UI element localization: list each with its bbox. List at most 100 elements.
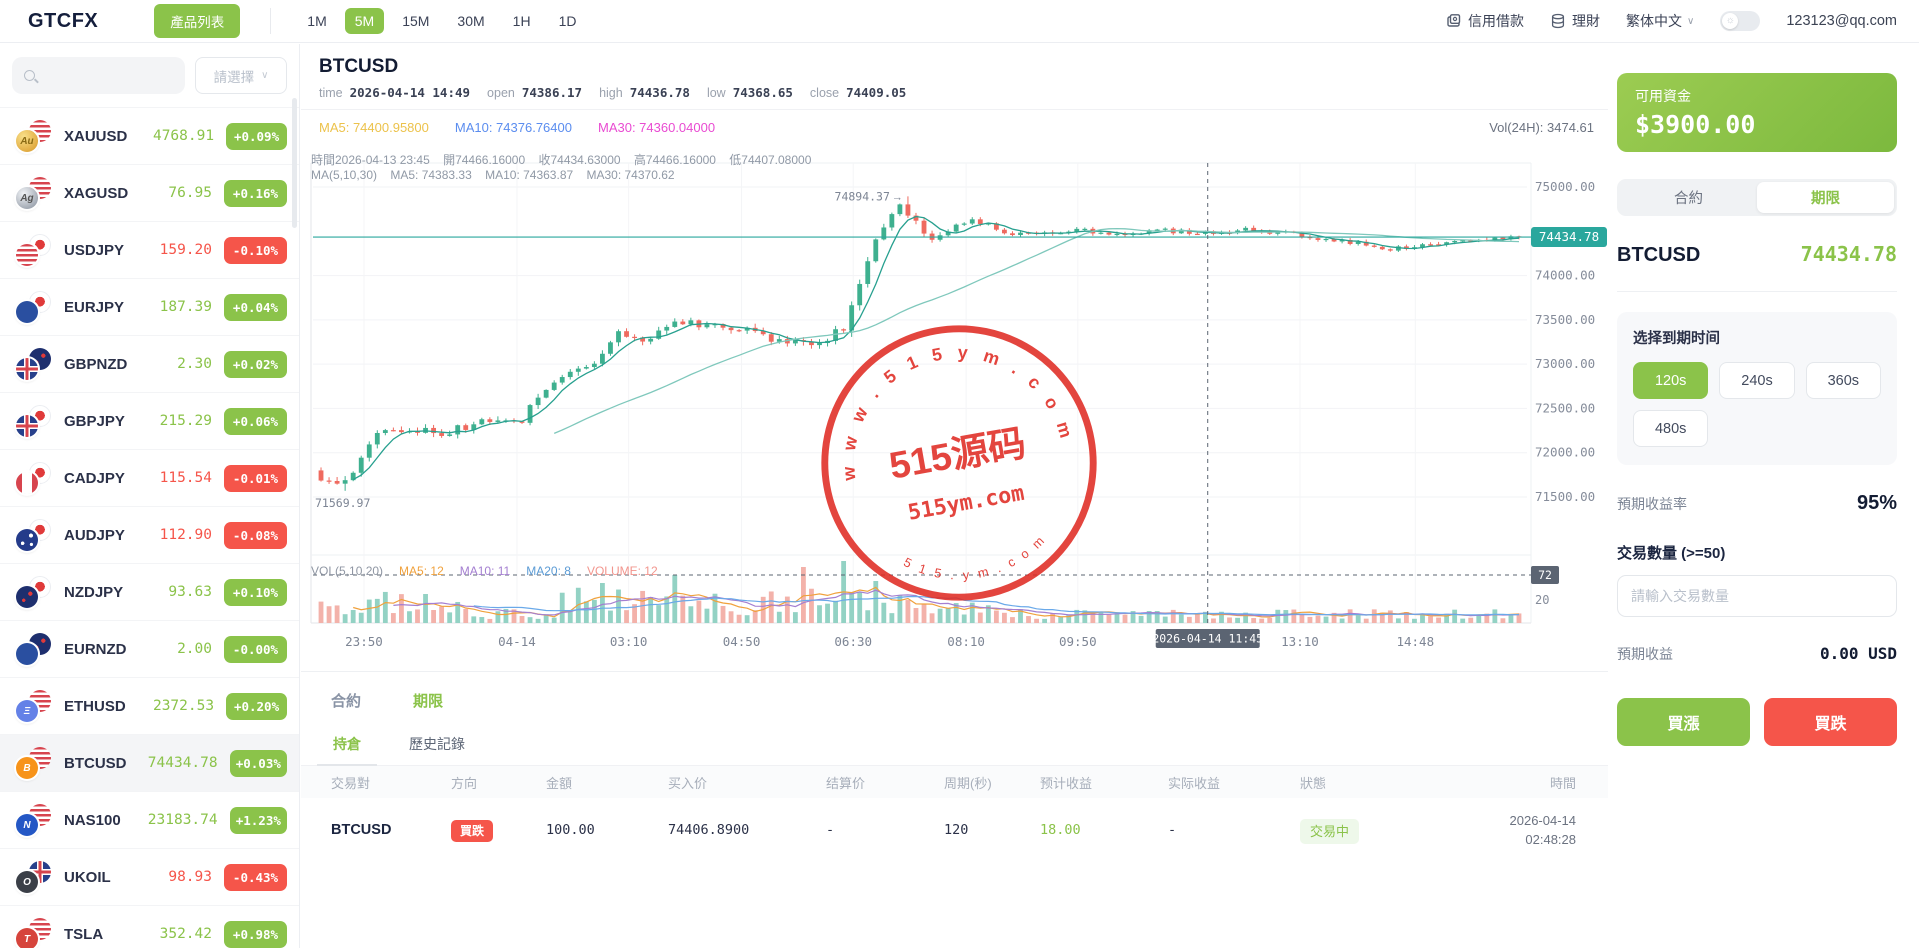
position-row[interactable]: BTCUSD 買跌 100.00 74406.8900 - 120 18.00 - 交易中 202… <box>301 798 1608 862</box>
flag-eu-icon <box>16 301 38 323</box>
instrument-price: 187.39 <box>159 299 212 315</box>
cell-amount: 100.00 <box>546 822 595 838</box>
sidebar-instrument-eurjpy[interactable]: EURJPY 187.39 +0.04% <box>0 278 299 335</box>
search-input[interactable] <box>43 68 173 83</box>
panel-tab-contract[interactable]: 合約 <box>1674 191 1703 207</box>
tab-contract[interactable]: 合約 <box>331 693 362 710</box>
sidebar-instrument-ukoil[interactable]: O UKOIL 98.93 -0.43% <box>0 848 299 905</box>
instrument-symbol: XAUUSD <box>64 127 128 145</box>
timeframe-tab-30m[interactable]: 30M <box>457 13 485 29</box>
credit-loan-link[interactable]: 信用借款 <box>1446 11 1524 31</box>
svg-text:04-14: 04-14 <box>498 634 536 649</box>
orders-section: 合約 期限 持倉 歷史記錄 交易對 方向 金額 买入价 结算价 周期(秒) 预计收益 实际收益… <box>301 671 1608 862</box>
rate-value: 95% <box>1856 492 1897 514</box>
crypto-btc-icon: B <box>16 757 38 779</box>
svg-text:09:50: 09:50 <box>1059 634 1097 649</box>
table-header-8: 狀態 <box>1300 775 1327 791</box>
topbar: GTCFX 產品列表 1M 5M 15M 30M 1H 1D 信用借款 理財 繁体中文 ∨ <box>0 0 1919 43</box>
ohlc-high: 74436.78 <box>629 85 690 100</box>
instrument-pair-icon <box>16 405 52 437</box>
buy-up-button[interactable]: 買漲 <box>1617 698 1750 746</box>
timeframe-tab-1h[interactable]: 1H <box>512 13 531 29</box>
instrument-change-badge: -0.01% <box>224 464 287 492</box>
sidebar-instrument-eurnzd[interactable]: EURNZD 2.00 -0.00% <box>0 620 299 677</box>
cell-pair: BTCUSD <box>331 822 392 838</box>
ohlc-open: 74386.17 <box>521 85 583 100</box>
chart-canvas[interactable]: 75000.00 74000.00 73500.00 73000.00 72500.00… <box>301 145 1608 665</box>
instrument-pair-icon <box>16 291 52 323</box>
candlestick-chart[interactable]: 75000.00 74000.00 73500.00 73000.00 72500.00… <box>301 145 1608 665</box>
instrument-change-badge: +0.98% <box>224 920 287 948</box>
instrument-change-badge: -0.00% <box>224 635 287 663</box>
instrument-symbol: NZDJPY <box>64 583 124 601</box>
category-select[interactable]: 請選擇 ∨ <box>195 57 287 94</box>
account-email[interactable]: 123123@qq.com <box>1786 13 1897 29</box>
instrument-price: 159.20 <box>159 242 212 258</box>
sidebar-instrument-nas100[interactable]: N NAS100 23183.74 +1.23% <box>0 791 299 848</box>
expected-rate-row: 預期收益率 95% <box>1617 492 1897 515</box>
orders-subtabs: 持倉 歷史記錄 <box>301 725 1608 766</box>
sidebar-instrument-gbpnzd[interactable]: GBPNZD 2.30 +0.02% <box>0 335 299 392</box>
tab-expiry[interactable]: 期限 <box>413 693 444 710</box>
sidebar-instrument-btcusd[interactable]: B BTCUSD 74434.78 +0.03% <box>0 734 299 791</box>
buy-down-button[interactable]: 買跌 <box>1764 698 1897 746</box>
sidebar-instrument-usdjpy[interactable]: USDJPY 159.20 -0.10% <box>0 221 299 278</box>
search-icon <box>24 70 35 81</box>
cell-direction: 買跌 <box>451 819 546 842</box>
expiry-option-120s[interactable]: 120s <box>1633 362 1709 399</box>
ma-header-value-2: MA30: 74360.04000 <box>597 120 716 135</box>
sidebar-scrollbar[interactable] <box>292 98 297 228</box>
instrument-change-badge: -0.43% <box>224 863 287 891</box>
instrument-pair-icon: T <box>16 918 52 948</box>
orders-table-body: BTCUSD 買跌 100.00 74406.8900 - 120 18.00 - 交易中 202… <box>301 798 1608 862</box>
panel-tab-expiry[interactable]: 期限 <box>1757 182 1894 213</box>
cell-expected-profit: 18.00 <box>1040 822 1081 838</box>
panel-price: 74434.78 <box>1800 242 1897 266</box>
timeframe-tab-5m[interactable]: 5M <box>344 8 385 34</box>
svg-text:73000.00: 73000.00 <box>1535 356 1595 371</box>
instrument-pair-icon <box>16 519 52 551</box>
instrument-change-badge: +0.16% <box>224 179 287 207</box>
wealth-link[interactable]: 理財 <box>1550 11 1600 31</box>
chevron-down-icon: ∨ <box>1687 15 1695 27</box>
instrument-price: 76.95 <box>168 185 212 201</box>
language-selector[interactable]: 繁体中文 ∨ <box>1626 13 1695 29</box>
ma-header-value-0: MA5: 74400.95800 <box>319 120 429 135</box>
sidebar-instrument-nzdjpy[interactable]: NZDJPY 93.63 +0.10% <box>0 563 299 620</box>
sidebar-instrument-audjpy[interactable]: AUDJPY 112.90 -0.08% <box>0 506 299 563</box>
instrument-symbol: UKOIL <box>64 868 111 886</box>
volume-24h: Vol(24H): 3474.61 <box>1489 120 1594 135</box>
expiry-option-360s[interactable]: 360s <box>1805 362 1881 399</box>
timeframe-tab-1d[interactable]: 1D <box>558 13 577 29</box>
timeframe-tab-15m[interactable]: 15M <box>402 13 430 29</box>
sidebar-instrument-tsla[interactable]: T TSLA 352.42 +0.98% <box>0 905 299 948</box>
expiry-option-240s[interactable]: 240s <box>1719 362 1795 399</box>
instrument-change-badge: +0.03% <box>229 749 287 777</box>
sidebar-instrument-xauusd[interactable]: Au XAUUSD 4768.91 +0.09% <box>0 107 299 164</box>
instrument-price: 352.42 <box>159 926 212 942</box>
theme-toggle[interactable]: ☼ <box>1720 11 1761 31</box>
chart-overlay-ma: MA(5,10,30) MA5: 74383.33 MA10: 74363.87… <box>311 168 675 182</box>
sidebar-instrument-cadjpy[interactable]: CADJPY 115.54 -0.01% <box>0 449 299 506</box>
instrument-price: 112.90 <box>159 527 212 543</box>
sidebar-instrument-ethusd[interactable]: Ξ ETHUSD 2372.53 +0.20% <box>0 677 299 734</box>
sidebar-instrument-gbpjpy[interactable]: GBPJPY 215.29 +0.06% <box>0 392 299 449</box>
current-price-tag <box>1531 227 1607 248</box>
instrument-pair-icon <box>16 234 52 266</box>
instrument-symbol: GBPNZD <box>64 355 128 373</box>
chart-symbol-title: BTCUSD <box>319 56 399 77</box>
cell-status: 交易中 <box>1300 818 1462 844</box>
timeframe-tab-1m[interactable]: 1M <box>307 13 327 29</box>
product-list-button[interactable]: 產品列表 <box>154 4 241 38</box>
vol-indicator-value-4: VOLUME: 12 <box>586 564 658 578</box>
ma-header-value-1: MA10: 74376.76400 <box>454 120 572 135</box>
subtab-positions[interactable]: 持倉 <box>317 725 377 766</box>
ohlc-time: 2026-04-14 14:49 <box>349 85 471 100</box>
status-badge: 交易中 <box>1300 818 1360 844</box>
instrument-pair-icon <box>16 462 52 494</box>
quantity-input[interactable] <box>1617 575 1897 617</box>
sidebar-instrument-xagusd[interactable]: Ag XAGUSD 76.95 +0.16% <box>0 164 299 221</box>
subtab-history[interactable]: 歷史記錄 <box>409 736 465 752</box>
expiry-option-480s[interactable]: 480s <box>1633 410 1709 447</box>
